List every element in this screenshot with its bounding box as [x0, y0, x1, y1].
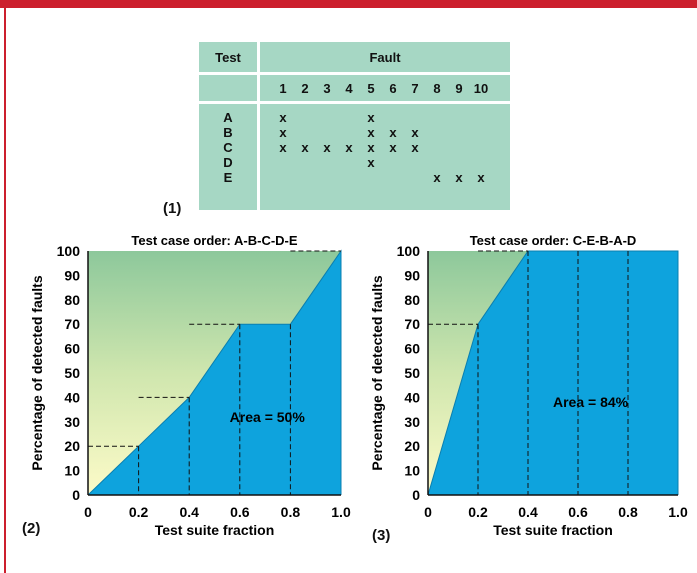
- detection-cell: x: [367, 125, 375, 140]
- detection-cell: x: [389, 125, 397, 140]
- y-tick-label: 0: [412, 487, 420, 503]
- detection-cell: x: [367, 140, 375, 155]
- detection-cell: x: [411, 125, 419, 140]
- y-tick-label: 70: [404, 316, 420, 332]
- y-tick-label: 40: [64, 389, 80, 405]
- y-tick-label: 60: [64, 341, 80, 357]
- x-tick-label: 0.2: [129, 504, 149, 520]
- fault-number-6: 6: [389, 80, 397, 96]
- y-tick-label: 50: [64, 365, 80, 381]
- detection-cell: x: [279, 110, 287, 125]
- fault-number-9: 9: [455, 80, 463, 96]
- area-under-curve: [88, 251, 341, 495]
- area-annotation: Area = 50%: [230, 409, 306, 425]
- chart-title: Test case order: C-E-B-A-D: [470, 233, 637, 248]
- chart-order-abcde: Test case order: A-B-C-D-E 0 10 20 30 40 50 60 7…: [29, 233, 351, 538]
- y-tick-label: 20: [404, 438, 420, 454]
- area-under-curve: [428, 251, 678, 495]
- detection-cell: x: [301, 140, 309, 155]
- chart-panel-label-2: (2): [22, 520, 41, 537]
- fault-number-1: 1: [279, 80, 287, 96]
- fault-number-4: 4: [345, 80, 353, 96]
- x-tick-label: 1.0: [668, 504, 688, 520]
- fault-number-row: 1 2 3 4 5 6 7 8 9 10: [260, 81, 510, 96]
- detection-cell: x: [477, 170, 485, 185]
- y-tick-label: 20: [64, 438, 80, 454]
- detection-cell: x: [279, 125, 287, 140]
- x-axis-label: Test suite fraction: [493, 522, 613, 538]
- y-tick-label: 50: [404, 365, 420, 381]
- x-tick-label: 0.8: [618, 504, 638, 520]
- y-tick-label: 100: [57, 243, 81, 259]
- y-tick-label: 80: [64, 292, 80, 308]
- detection-cell: x: [367, 110, 375, 125]
- x-tick-label: 0.6: [568, 504, 588, 520]
- x-tick-label: 0.4: [518, 504, 538, 520]
- detection-cell: x: [455, 170, 463, 185]
- x-tick-label: 0.2: [468, 504, 488, 520]
- fault-number-10: 10: [473, 80, 489, 96]
- detection-cell: x: [279, 140, 287, 155]
- test-label-C: C: [223, 140, 233, 155]
- test-label-E: E: [223, 170, 233, 185]
- table-subheader-blank: [199, 73, 260, 104]
- y-tick-label: 90: [64, 267, 80, 283]
- detection-cell: x: [389, 140, 397, 155]
- test-label-D: D: [223, 155, 233, 170]
- y-tick-label: 40: [404, 389, 420, 405]
- fault-number-2: 2: [301, 80, 309, 96]
- fault-number-3: 3: [323, 80, 331, 96]
- test-label-B: B: [223, 125, 233, 140]
- chart-title: Test case order: A-B-C-D-E: [131, 233, 297, 248]
- x-tick-label: 1.0: [331, 504, 351, 520]
- y-tick-label: 10: [64, 463, 80, 479]
- table-header-test: Test: [199, 42, 260, 75]
- x-tick-label: 0.8: [281, 504, 301, 520]
- y-tick-label: 80: [404, 292, 420, 308]
- area-annotation: Area = 84%: [553, 394, 629, 410]
- y-axis-label: Percentage of detected faults: [29, 275, 45, 470]
- y-tick-label: 60: [404, 341, 420, 357]
- detection-cell: x: [433, 170, 441, 185]
- y-tick-label: 100: [397, 243, 421, 259]
- top-accent-bar: [0, 0, 697, 8]
- table-header-fault: Fault: [258, 42, 510, 75]
- fault-number-5: 5: [367, 80, 375, 96]
- y-tick-label: 30: [64, 414, 80, 430]
- y-axis-label: Percentage of detected faults: [369, 275, 385, 470]
- x-tick-label: 0.4: [179, 504, 199, 520]
- x-tick-label: 0: [424, 504, 432, 520]
- test-label-A: A: [223, 110, 233, 125]
- y-tick-label: 70: [64, 316, 80, 332]
- y-tick-label: 0: [72, 487, 80, 503]
- detection-cell: x: [367, 155, 375, 170]
- y-tick-label: 10: [404, 463, 420, 479]
- detection-cell: x: [345, 140, 353, 155]
- y-tick-label: 30: [404, 414, 420, 430]
- x-tick-label: 0: [84, 504, 92, 520]
- chart-panel-label-3: (3): [372, 527, 391, 544]
- x-tick-label: 0.6: [230, 504, 250, 520]
- table-panel-label: (1): [163, 200, 182, 217]
- y-tick-label: 90: [404, 267, 420, 283]
- fault-number-7: 7: [411, 80, 419, 96]
- x-axis-label: Test suite fraction: [155, 522, 275, 538]
- detection-row: x: [260, 155, 510, 170]
- fault-number-8: 8: [433, 80, 441, 96]
- chart-order-cebad: Test case order: C-E-B-A-D 0 10 20 30 40 50 60 7…: [369, 233, 688, 538]
- left-accent-line: [4, 8, 6, 573]
- detection-cell: x: [411, 140, 419, 155]
- detection-cell: x: [323, 140, 331, 155]
